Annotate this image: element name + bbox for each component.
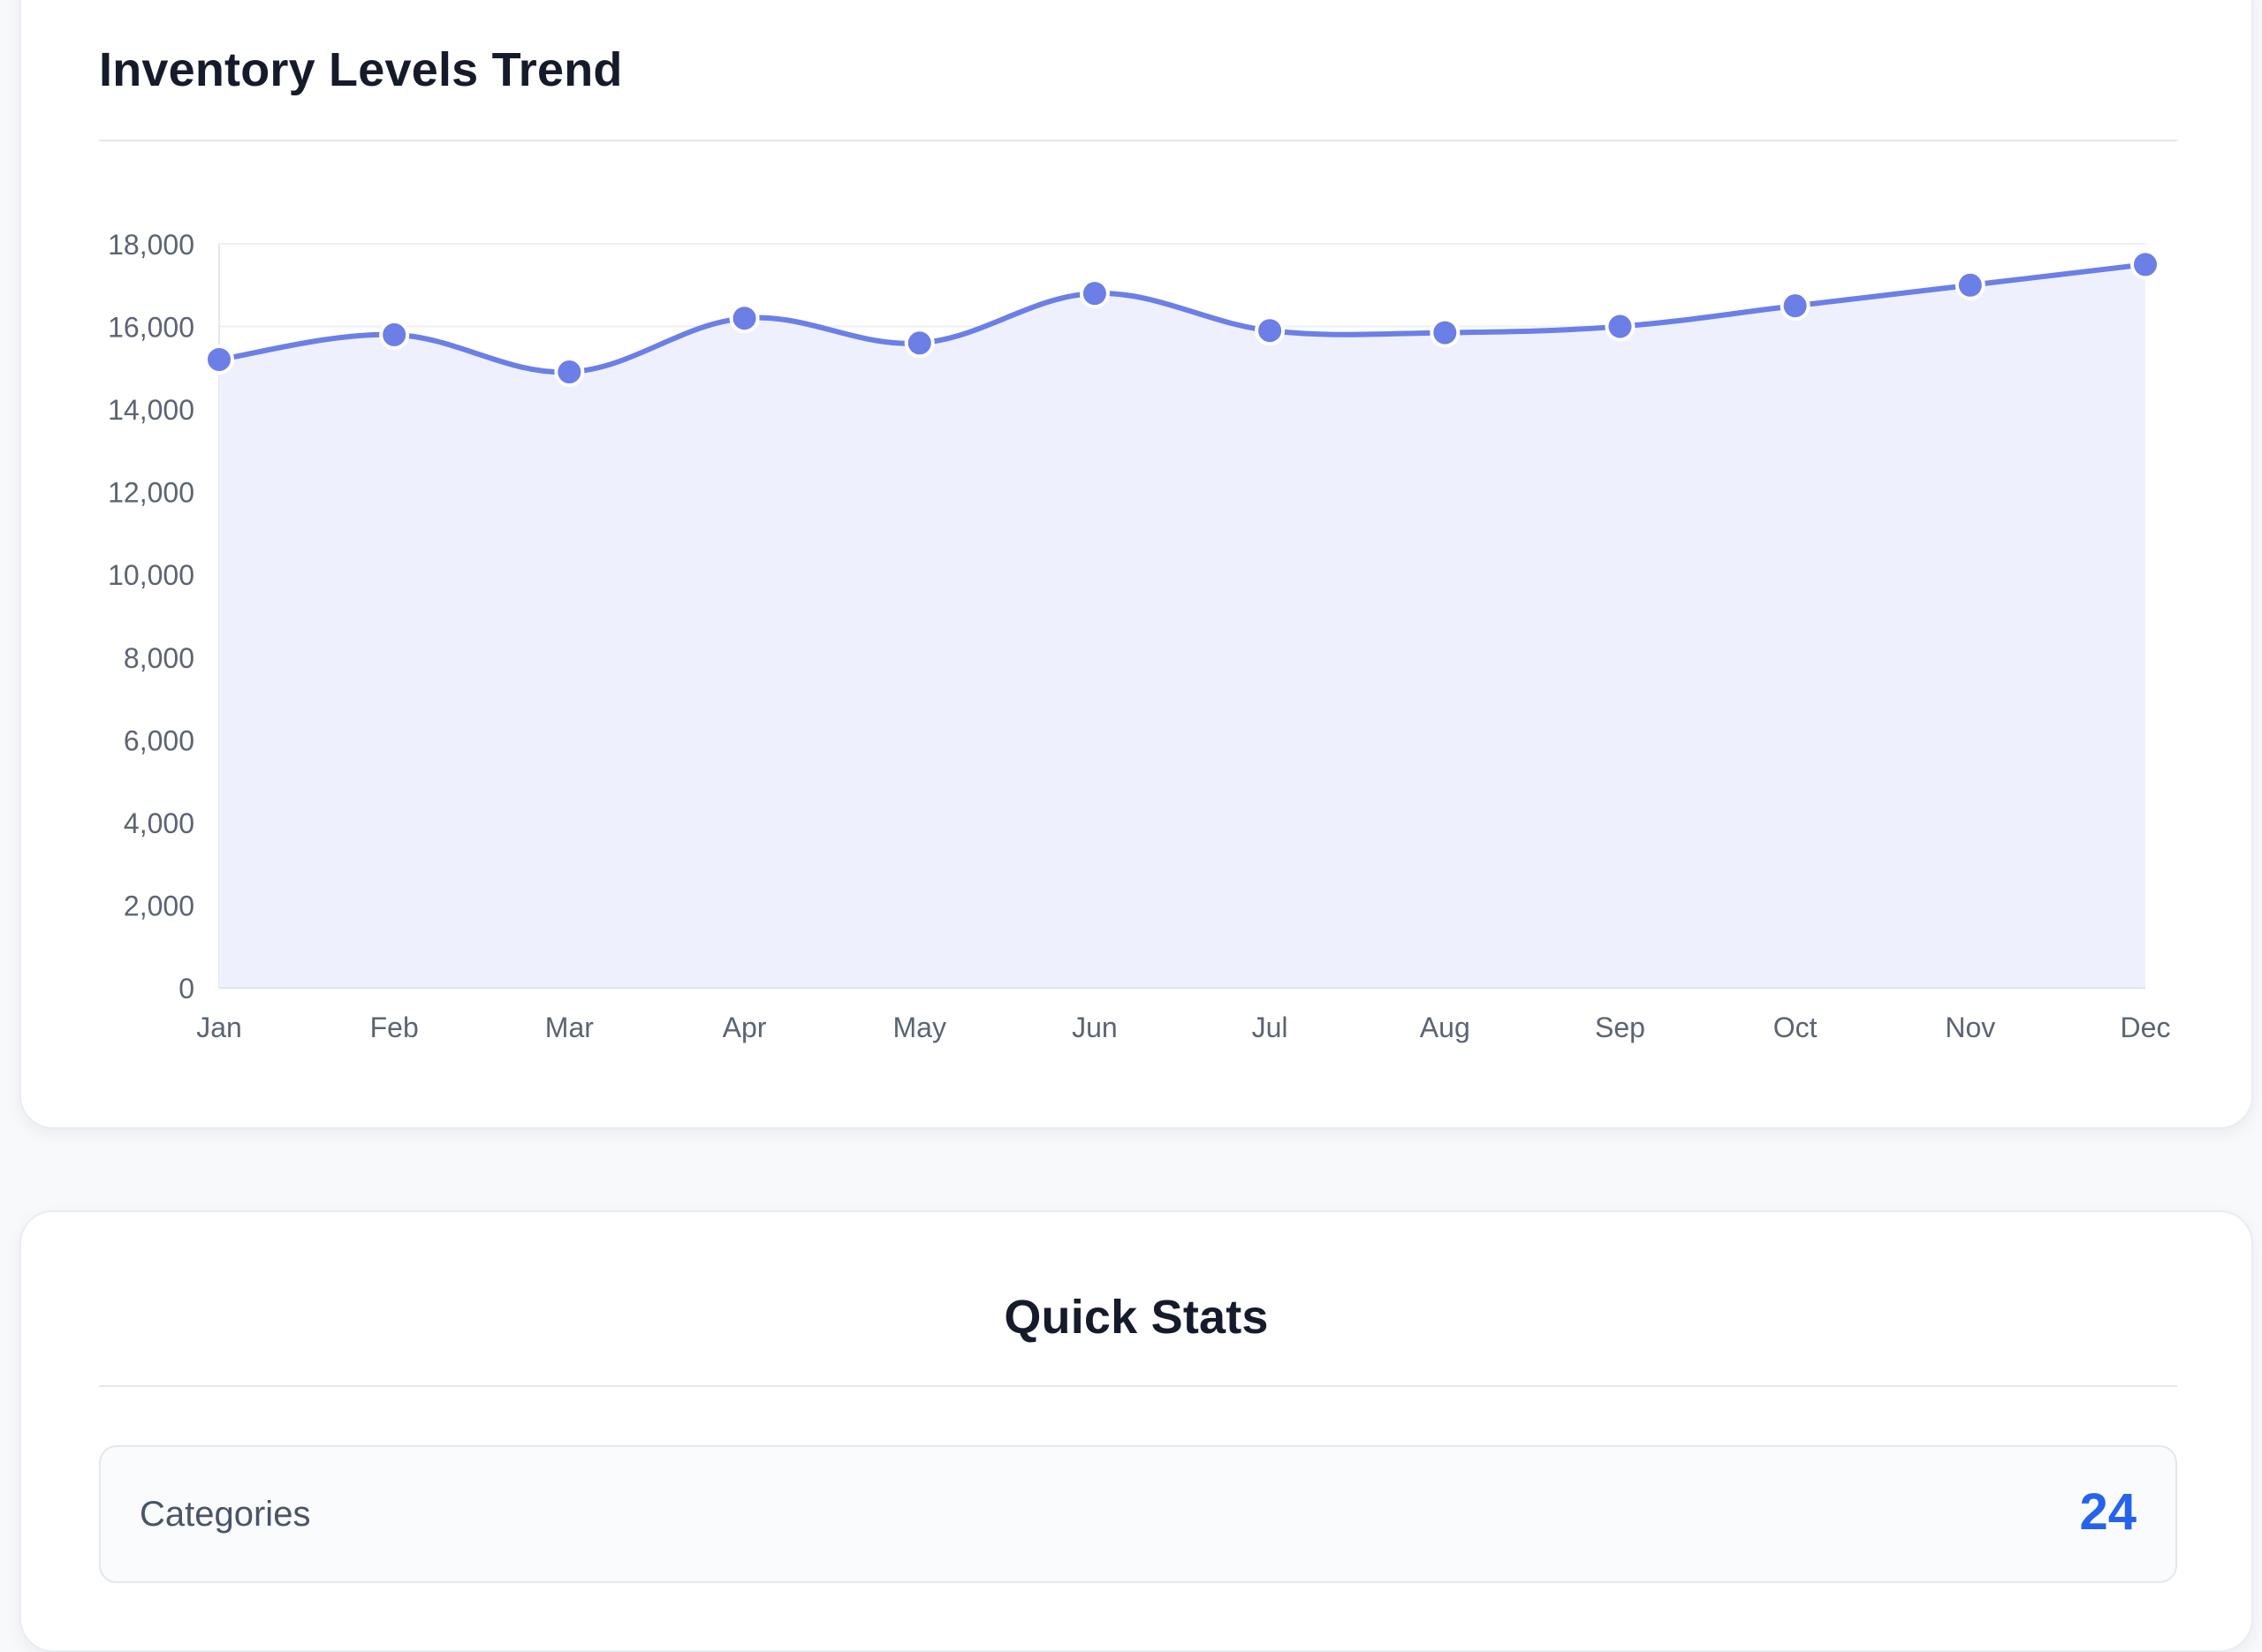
y-tick-label: 0 xyxy=(178,973,194,1004)
data-point xyxy=(2130,249,2160,280)
quick-stats-title: Quick Stats xyxy=(1004,1291,1269,1344)
x-tick-label: Nov xyxy=(1945,1012,1995,1043)
series-area-fill xyxy=(219,264,2145,988)
stat-label: Categories xyxy=(140,1495,311,1534)
data-point xyxy=(204,344,234,375)
x-tick-label: Aug xyxy=(1420,1012,1470,1043)
data-point xyxy=(379,319,410,350)
y-tick-label: 12,000 xyxy=(108,477,194,509)
y-tick-label: 10,000 xyxy=(108,559,194,591)
inventory-trend-card: Inventory Levels Trend 0 2,000 4,000 6,000 8… xyxy=(19,0,2253,1129)
stat-row-categories: Categories 24 xyxy=(99,1445,2177,1583)
x-tick-label: May xyxy=(893,1012,946,1043)
chart-title: Inventory Levels Trend xyxy=(99,43,623,96)
x-tick-label: Feb xyxy=(370,1012,419,1043)
stat-value: 24 xyxy=(2079,1483,2137,1541)
x-tick-label: Sep xyxy=(1595,1012,1645,1043)
series-line xyxy=(216,261,2148,375)
x-tick-label: Jan xyxy=(196,1012,242,1043)
y-tick-label: 18,000 xyxy=(108,229,194,261)
data-point xyxy=(904,328,935,359)
data-point xyxy=(554,357,585,388)
x-tick-label: Dec xyxy=(2121,1012,2171,1043)
y-tick-label: 8,000 xyxy=(124,642,194,674)
data-point xyxy=(1255,315,1286,346)
data-point xyxy=(1430,317,1461,348)
x-tick-label: Oct xyxy=(1773,1012,1818,1043)
y-tick-label: 6,000 xyxy=(124,724,194,756)
x-tick-label: Apr xyxy=(723,1012,767,1043)
data-point xyxy=(1605,311,1636,342)
quick-stats-card: Quick Stats Categories 24 xyxy=(19,1210,2253,1652)
data-point xyxy=(1955,269,1985,300)
y-tick-label: 2,000 xyxy=(124,890,194,921)
y-tick-label: 16,000 xyxy=(108,312,194,344)
data-point xyxy=(1780,291,1810,322)
x-tick-label: Mar xyxy=(545,1012,594,1043)
y-tick-label: 14,000 xyxy=(108,394,194,426)
inventory-line-chart: 0 2,000 4,000 6,000 8,000 10,000 12,000 14,000 1… xyxy=(108,229,2171,1043)
x-tick-label: Jul xyxy=(1252,1012,1288,1043)
y-tick-label: 4,000 xyxy=(124,807,194,839)
title-divider xyxy=(99,140,2177,141)
stats-divider xyxy=(99,1385,2177,1387)
data-point xyxy=(729,303,760,334)
x-tick-label: Jun xyxy=(1072,1012,1118,1043)
data-point xyxy=(1079,278,1110,309)
